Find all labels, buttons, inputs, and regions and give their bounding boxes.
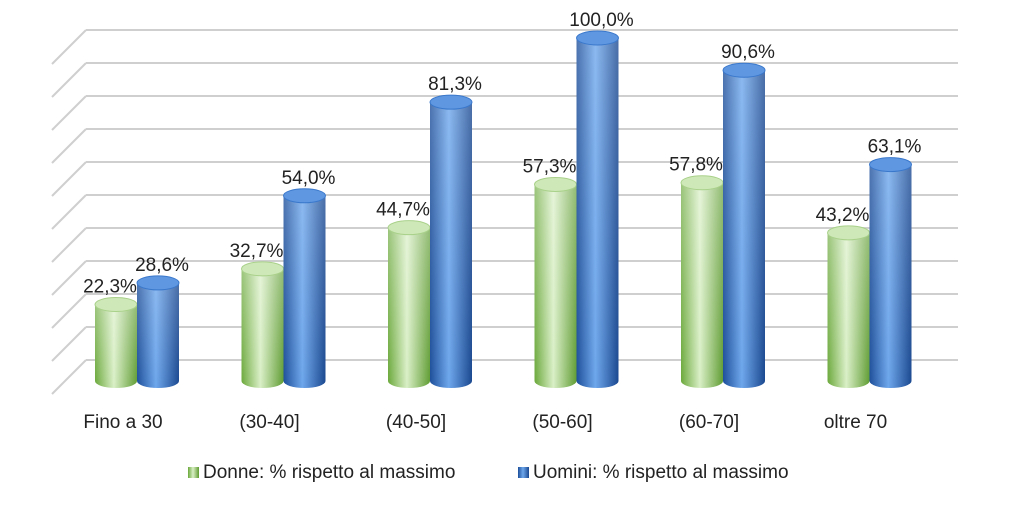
gridline-depth	[51, 62, 87, 98]
bar-donne-1	[241, 261, 284, 388]
bar-donne-3	[534, 176, 577, 388]
data-label-uomini-1: 54,0%	[282, 168, 336, 189]
legend-swatch	[188, 467, 199, 478]
gridline-depth	[51, 359, 87, 395]
bar-donne-0	[94, 297, 138, 388]
data-label-uomini-2: 81,3%	[428, 74, 482, 95]
data-label-donne-0: 22,3%	[83, 277, 137, 298]
data-label-donne-2: 44,7%	[376, 200, 430, 221]
gridline-depth	[51, 161, 87, 197]
gridline-depth	[51, 128, 87, 164]
bar-uomini-3	[576, 30, 619, 388]
gridline-depth	[51, 95, 87, 131]
data-label-donne-1: 32,7%	[230, 241, 284, 262]
data-label-uomini-3: 100,0%	[569, 10, 634, 31]
legend-label: Donne: % rispetto al massimo	[203, 462, 455, 483]
bar-uomini-0	[136, 275, 180, 388]
bar-donne-2	[387, 220, 431, 388]
gridline-depth	[51, 326, 87, 362]
legend-item-donne: Donne: % rispetto al massimo	[188, 462, 455, 483]
gridline-depth	[51, 293, 87, 329]
data-label-uomini-0: 28,6%	[135, 255, 189, 276]
gridlines	[51, 29, 958, 395]
category-label-2: (40-50]	[386, 412, 446, 433]
gridline-depth	[51, 260, 87, 296]
category-axis: Fino a 30 (30-40] (40-50] (50-60] (60-70] olt…	[83, 412, 887, 433]
data-label-donne-3: 57,3%	[523, 156, 577, 177]
gridline-depth	[51, 227, 87, 263]
legend-label: Uomini: % rispetto al massimo	[533, 462, 789, 483]
bars	[94, 30, 912, 389]
category-label-5: oltre 70	[824, 412, 887, 433]
legend-item-uomini: Uomini: % rispetto al massimo	[518, 462, 789, 483]
legend: Donne: % rispetto al massimo Uomini: % ri…	[188, 462, 789, 483]
bar-uomini-4	[722, 62, 766, 388]
data-labels: 22,3%28,6% 32,7% 54,0% 44,7% 81,3% 57,3% 100,0…	[83, 10, 921, 298]
data-label-uomini-5: 63,1%	[868, 137, 922, 158]
bar-uomini-5	[869, 157, 912, 388]
gridline-depth	[51, 194, 87, 230]
bar-donne-4	[680, 175, 724, 388]
category-label-0: Fino a 30	[83, 412, 162, 433]
data-label-uomini-4: 90,6%	[721, 42, 775, 63]
category-label-4: (60-70]	[679, 412, 739, 433]
bar-uomini-2	[429, 94, 473, 389]
gridline-depth	[51, 29, 87, 65]
category-label-3: (50-60]	[532, 412, 592, 433]
legend-swatch	[518, 467, 529, 478]
bar-uomini-1	[283, 188, 326, 388]
data-label-donne-5: 43,2%	[816, 205, 870, 226]
bar-donne-5	[827, 225, 870, 388]
category-label-1: (30-40]	[239, 412, 299, 433]
data-label-donne-4: 57,8%	[669, 155, 723, 176]
